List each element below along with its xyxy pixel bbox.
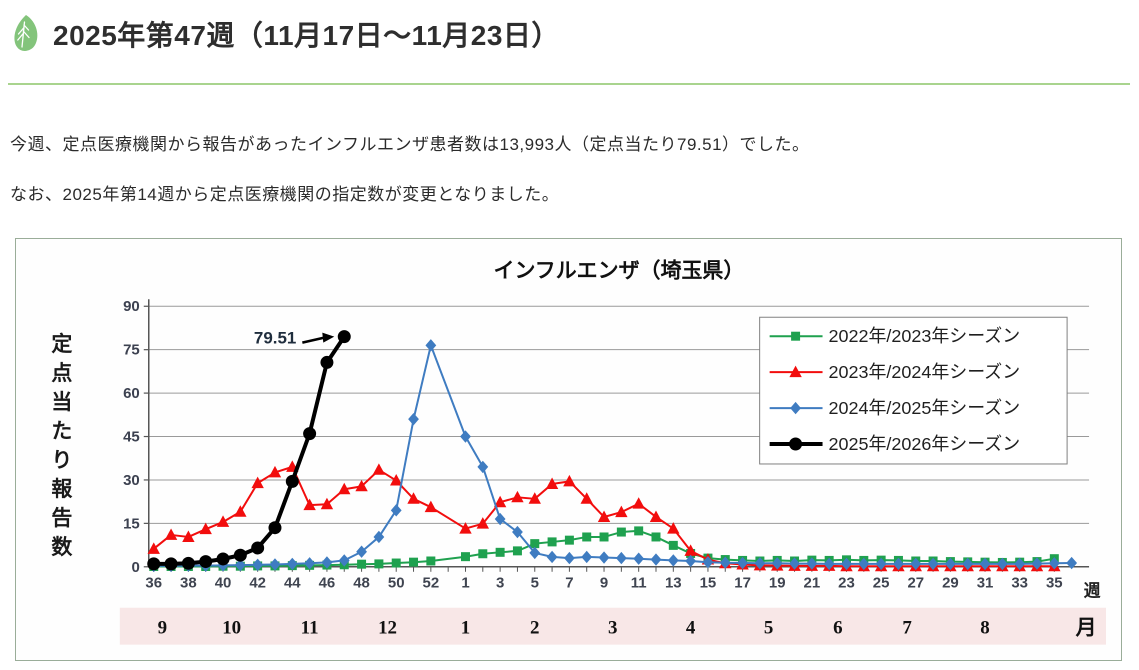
svg-text:79.51: 79.51 [254,329,296,348]
summary-paragraph: 今週、定点医療機関から報告があったインフルエンザ患者数は13,993人（定点当た… [10,135,810,154]
svg-text:52: 52 [423,575,440,592]
svg-text:8: 8 [980,618,989,639]
svg-text:数: 数 [51,536,73,559]
svg-text:報: 報 [51,478,73,501]
svg-text:21: 21 [804,575,821,592]
svg-text:25: 25 [873,575,890,592]
svg-text:31: 31 [977,575,994,592]
svg-text:インフルエンザ（埼玉県）: インフルエンザ（埼玉県） [494,258,745,282]
svg-text:4: 4 [686,618,696,639]
svg-text:2024年/2025年シーズン: 2024年/2025年シーズン [829,398,1021,418]
page-title: 2025年第47週（11月17日～11月23日） [53,20,560,51]
svg-text:5: 5 [531,575,539,592]
svg-text:38: 38 [180,575,197,592]
svg-text:44: 44 [284,575,301,592]
svg-text:50: 50 [388,575,405,592]
svg-text:2022年/2023年シーズン: 2022年/2023年シーズン [829,326,1021,346]
svg-text:33: 33 [1011,575,1028,592]
svg-text:9: 9 [600,575,608,592]
svg-text:3: 3 [496,575,504,592]
svg-text:13: 13 [665,575,682,592]
note-paragraph: なお、2025年第14週から定点医療機関の指定数が変更となりました。 [10,185,560,204]
svg-text:定: 定 [51,332,72,356]
month-band: 9 10 11 12 1 2 3 4 5 6 7 8 月 [119,607,1107,645]
svg-text:15: 15 [700,575,717,592]
svg-text:36: 36 [145,575,162,592]
svg-text:23: 23 [838,575,855,592]
svg-text:2: 2 [530,618,539,639]
svg-text:19: 19 [769,575,786,592]
leaf-icon [14,15,38,51]
svg-text:5: 5 [764,618,773,639]
svg-text:点: 点 [51,361,72,385]
svg-text:2025年/2026年シーズン: 2025年/2026年シーズン [829,434,1021,454]
svg-text:46: 46 [319,575,336,592]
svg-text:り: り [51,449,72,472]
svg-text:75: 75 [123,342,140,359]
svg-text:90: 90 [123,298,140,315]
chart-title: インフルエンザ（埼玉県） [494,258,745,282]
page-header: 2025年第47週（11月17日～11月23日） [10,13,560,55]
svg-text:週: 週 [1084,582,1101,601]
svg-text:17: 17 [734,575,751,592]
svg-text:1: 1 [461,575,469,592]
svg-text:45: 45 [123,429,140,446]
legend: 2022年/2023年シーズン 2023年/2024年シーズン 2024年/2025… [759,316,1068,465]
svg-text:27: 27 [907,575,924,592]
svg-text:11: 11 [301,618,319,639]
svg-text:40: 40 [215,575,232,592]
svg-text:30: 30 [123,472,140,489]
svg-text:当: 当 [51,390,72,414]
svg-text:15: 15 [123,515,140,532]
svg-text:29: 29 [942,575,959,592]
y-axis: 0 15 30 45 60 75 90 [123,298,150,576]
svg-text:48: 48 [353,575,370,592]
x-axis: 36 38 40 42 44 46 48 50 52 1 3 5 7 9 11 13 15 17 19 21 23 25 2… [145,566,1101,601]
influenza-chart: インフルエンザ（埼玉県） 0 15 30 45 60 75 90 36 38 40 42 44 46 48 5… [15,238,1122,661]
svg-text:1: 1 [461,618,470,639]
svg-text:12: 12 [378,618,397,639]
svg-text:7: 7 [565,575,573,592]
svg-text:11: 11 [631,575,647,592]
svg-text:9: 9 [158,618,167,639]
title-divider [8,83,1130,85]
svg-text:7: 7 [902,618,912,639]
svg-text:6: 6 [833,618,842,639]
svg-text:35: 35 [1046,575,1063,592]
svg-text:3: 3 [608,618,617,639]
peak-annotation: 79.51 [254,329,335,348]
svg-text:告: 告 [51,507,72,530]
svg-text:10: 10 [222,618,241,639]
svg-text:60: 60 [123,385,140,402]
svg-text:月: 月 [1075,617,1097,640]
series-3 [147,330,351,571]
svg-text:42: 42 [249,575,266,592]
svg-text:た: た [51,420,72,443]
svg-text:0: 0 [131,559,139,576]
svg-text:2023年/2024年シーズン: 2023年/2024年シーズン [829,362,1021,382]
